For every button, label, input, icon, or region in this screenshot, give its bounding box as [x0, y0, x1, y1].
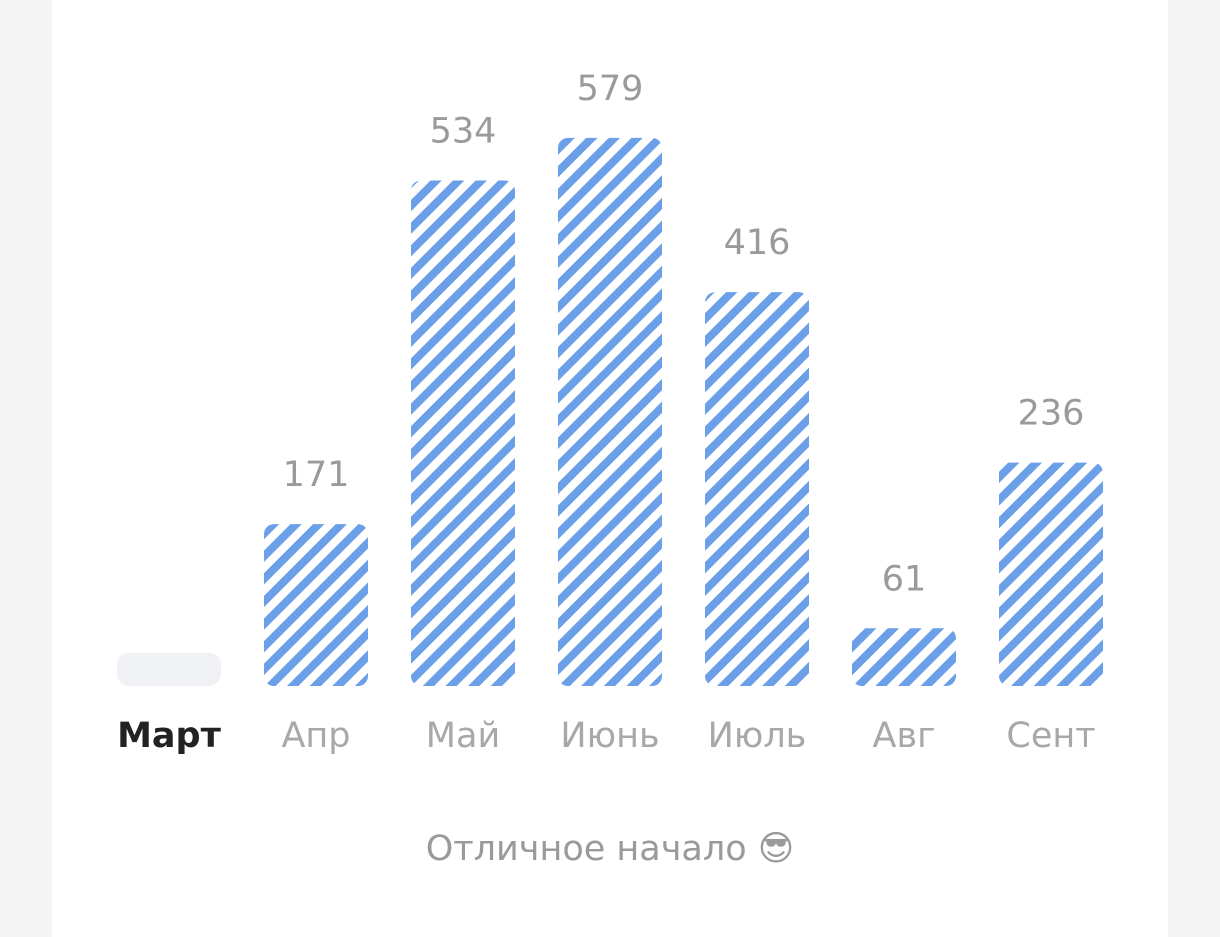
x-tick-label: Май — [426, 716, 500, 756]
x-tick-label: Апр — [281, 716, 350, 756]
value-label: 61 — [882, 559, 927, 599]
x-tick-label: Июнь — [560, 716, 659, 756]
bar — [558, 137, 662, 686]
value-label: 416 — [724, 223, 791, 263]
bar — [705, 292, 809, 686]
x-tick-label: Март — [117, 716, 222, 756]
x-tick-label: Авг — [873, 716, 936, 756]
caption: Отличное начало 😎 — [426, 829, 795, 869]
x-tick-label: Сент — [1006, 716, 1095, 756]
bar — [264, 524, 368, 686]
bar — [999, 462, 1103, 686]
x-tick-label: Июль — [708, 716, 807, 756]
bar — [411, 180, 515, 687]
value-label: 236 — [1018, 394, 1085, 434]
bar — [852, 628, 956, 686]
value-label: 171 — [283, 455, 350, 495]
value-label: 534 — [430, 111, 497, 151]
value-label: 579 — [577, 69, 644, 109]
empty-bar-placeholder — [117, 653, 221, 686]
